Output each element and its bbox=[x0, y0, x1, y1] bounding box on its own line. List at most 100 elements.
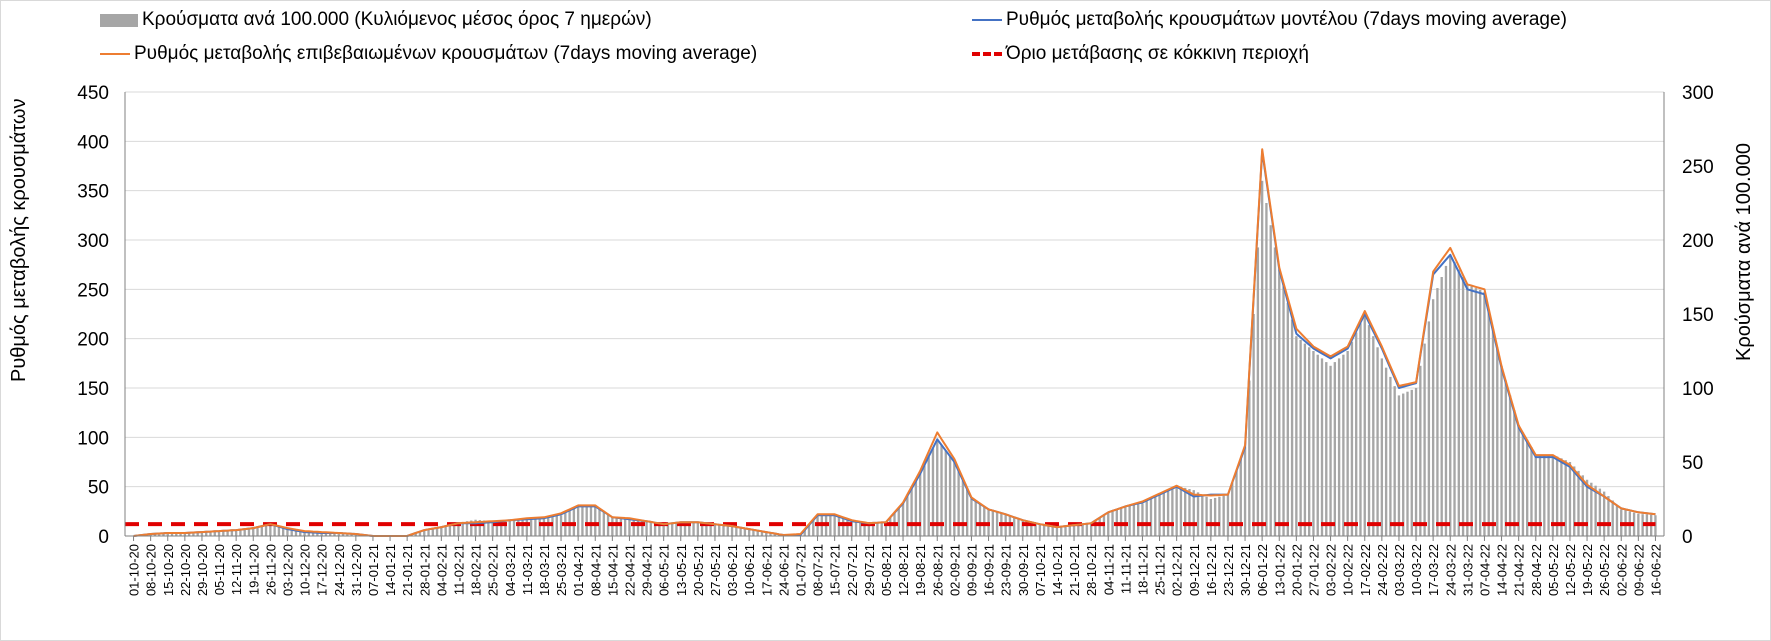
x-tick-label: 17-03-22 bbox=[1426, 544, 1441, 596]
y-right-tick-label: 100 bbox=[1682, 379, 1714, 400]
x-tick-label: 19-05-22 bbox=[1580, 544, 1595, 596]
bar bbox=[632, 520, 635, 536]
x-tick-label: 15-10-20 bbox=[161, 544, 176, 596]
bar bbox=[559, 515, 563, 536]
x-tick-label: 04-02-21 bbox=[434, 544, 449, 596]
bar bbox=[1410, 389, 1413, 536]
bar bbox=[1461, 277, 1465, 536]
bar bbox=[1560, 458, 1563, 536]
bar bbox=[636, 520, 640, 536]
bar bbox=[243, 528, 246, 536]
bar bbox=[303, 531, 306, 536]
legend-threshold: Όριο μετάβασης σε κόκκινη περιοχή bbox=[972, 43, 1309, 65]
bar bbox=[427, 529, 430, 536]
bar bbox=[965, 489, 969, 536]
bar bbox=[470, 520, 473, 536]
bar bbox=[1508, 395, 1512, 536]
bar bbox=[226, 530, 229, 536]
bar bbox=[294, 530, 298, 536]
bar bbox=[1500, 365, 1503, 536]
bar bbox=[538, 517, 541, 536]
bar bbox=[333, 533, 336, 536]
bar bbox=[1265, 203, 1268, 536]
bar bbox=[1457, 269, 1460, 536]
x-tick-label: 24-12-20 bbox=[332, 544, 347, 596]
x-tick-label: 08-04-21 bbox=[588, 544, 603, 596]
bar bbox=[709, 523, 712, 536]
x-tick-label: 16-12-21 bbox=[1204, 544, 1219, 596]
bar bbox=[1363, 314, 1366, 536]
bar bbox=[1017, 518, 1020, 536]
x-tick-label: 14-10-21 bbox=[1050, 544, 1065, 596]
bar bbox=[1136, 504, 1140, 536]
legend-confirmed-line: Ρυθμός μεταβολής επιβεβαιωμένων κρουσμάτ… bbox=[100, 43, 757, 65]
bar bbox=[1384, 367, 1388, 536]
bar bbox=[508, 519, 511, 536]
bar bbox=[222, 531, 225, 536]
x-tick-label: 28-04-22 bbox=[1529, 544, 1544, 596]
bar bbox=[1555, 456, 1559, 536]
x-tick-label: 30-12-21 bbox=[1238, 544, 1253, 596]
bar bbox=[696, 522, 700, 536]
x-tick-label: 09-09-21 bbox=[964, 544, 979, 596]
bar bbox=[1530, 447, 1533, 536]
bar bbox=[440, 527, 443, 536]
bar bbox=[948, 456, 952, 536]
model-series-line bbox=[133, 150, 1656, 537]
x-tick-label: 19-08-21 bbox=[913, 544, 928, 596]
bar bbox=[675, 523, 678, 536]
bar bbox=[277, 526, 281, 536]
x-tick-label: 19-11-20 bbox=[246, 544, 261, 595]
x-tick-label: 10-02-22 bbox=[1341, 544, 1356, 596]
bar bbox=[867, 524, 871, 536]
bar bbox=[1598, 488, 1602, 536]
y-left-tick-label: 200 bbox=[77, 330, 109, 351]
bar bbox=[1611, 500, 1614, 536]
x-tick-label: 29-07-21 bbox=[862, 544, 877, 596]
x-tick-label: 02-06-22 bbox=[1614, 544, 1629, 596]
bar bbox=[555, 515, 558, 536]
bar bbox=[743, 527, 747, 536]
y-right-tick-label: 200 bbox=[1682, 231, 1714, 252]
x-tick-label: 28-10-21 bbox=[1084, 544, 1099, 596]
bar bbox=[1449, 254, 1452, 537]
x-tick-label: 02-09-21 bbox=[947, 544, 962, 596]
bar bbox=[512, 519, 516, 536]
bar bbox=[324, 533, 328, 536]
bar bbox=[1577, 470, 1580, 536]
x-tick-label: 10-06-21 bbox=[742, 544, 757, 596]
x-tick-label: 29-10-20 bbox=[195, 544, 210, 596]
bar bbox=[465, 521, 469, 536]
bar bbox=[641, 520, 644, 536]
bar bbox=[247, 527, 251, 536]
bar bbox=[889, 517, 892, 536]
bar bbox=[747, 528, 751, 536]
x-tick-label: 11-11-21 bbox=[1118, 544, 1133, 594]
x-tick-label: 27-05-21 bbox=[708, 544, 723, 596]
legend-bars-label: Κρούσματα ανά 100.000 (Κυλιόμενος μέσος … bbox=[142, 9, 652, 30]
x-tick-label: 21-10-21 bbox=[1067, 544, 1082, 596]
bar bbox=[1427, 321, 1431, 536]
x-tick-label: 17-02-22 bbox=[1358, 544, 1373, 596]
bar bbox=[158, 533, 161, 536]
x-tick-label: 21-04-22 bbox=[1512, 544, 1527, 596]
bar bbox=[1581, 475, 1584, 536]
bar bbox=[901, 503, 905, 536]
bar bbox=[192, 532, 195, 536]
bar bbox=[705, 523, 708, 536]
x-tick-label: 08-07-21 bbox=[811, 544, 826, 596]
bar bbox=[1470, 286, 1473, 536]
bar bbox=[170, 533, 174, 536]
y-right-tick-label: 150 bbox=[1682, 305, 1714, 326]
bar bbox=[311, 532, 315, 536]
x-tick-label: 01-04-21 bbox=[571, 544, 586, 596]
x-tick-label: 26-05-22 bbox=[1597, 544, 1612, 596]
bar bbox=[576, 506, 580, 536]
bar bbox=[1483, 291, 1486, 536]
bar bbox=[1615, 504, 1619, 536]
bar bbox=[1282, 286, 1285, 536]
bar bbox=[1094, 520, 1097, 536]
bar bbox=[1141, 503, 1144, 536]
bar bbox=[649, 521, 653, 536]
